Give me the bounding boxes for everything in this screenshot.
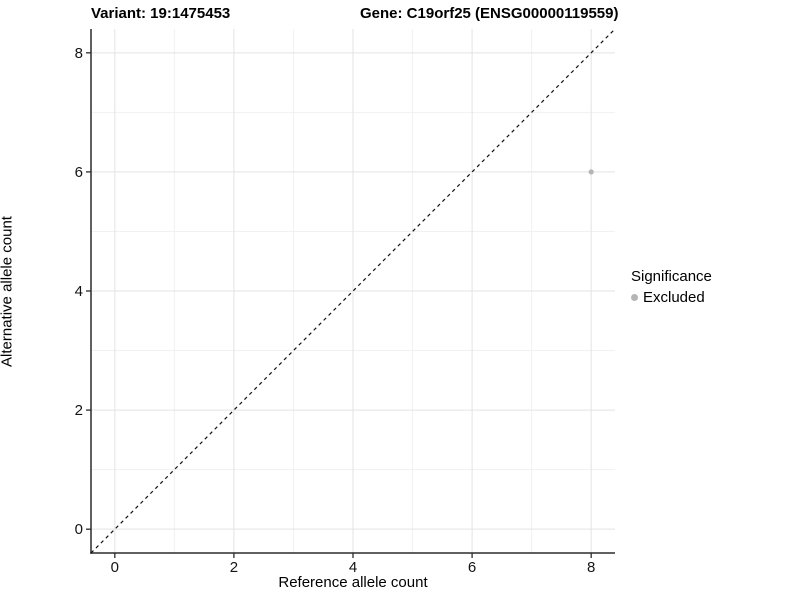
plot-title-variant: Variant: 19:1475453 [91, 5, 231, 22]
y-tick-label: 8 [75, 45, 83, 62]
x-tick-label: 2 [230, 559, 238, 576]
legend-item-excluded: Excluded [631, 289, 712, 306]
y-tick-label: 2 [75, 402, 83, 419]
data-point [588, 169, 594, 175]
legend-item-label: Excluded [643, 289, 705, 306]
excluded-point-icon [631, 294, 638, 301]
y-axis-title: Alternative allele count [0, 216, 16, 367]
legend-title: Significance [631, 268, 712, 285]
plot-title-gene: Gene: C19orf25 (ENSG00000119559) [360, 5, 619, 22]
x-tick-label: 8 [587, 559, 595, 576]
identity-line [90, 28, 616, 554]
legend: Significance Excluded [631, 268, 712, 306]
y-tick-label: 4 [75, 283, 83, 300]
x-tick-label: 4 [349, 559, 357, 576]
x-tick-label: 6 [468, 559, 476, 576]
x-tick-label: 0 [111, 559, 119, 576]
y-tick-label: 6 [75, 164, 83, 181]
x-axis-title: Reference allele count [278, 574, 428, 591]
y-tick-label: 0 [75, 521, 83, 538]
